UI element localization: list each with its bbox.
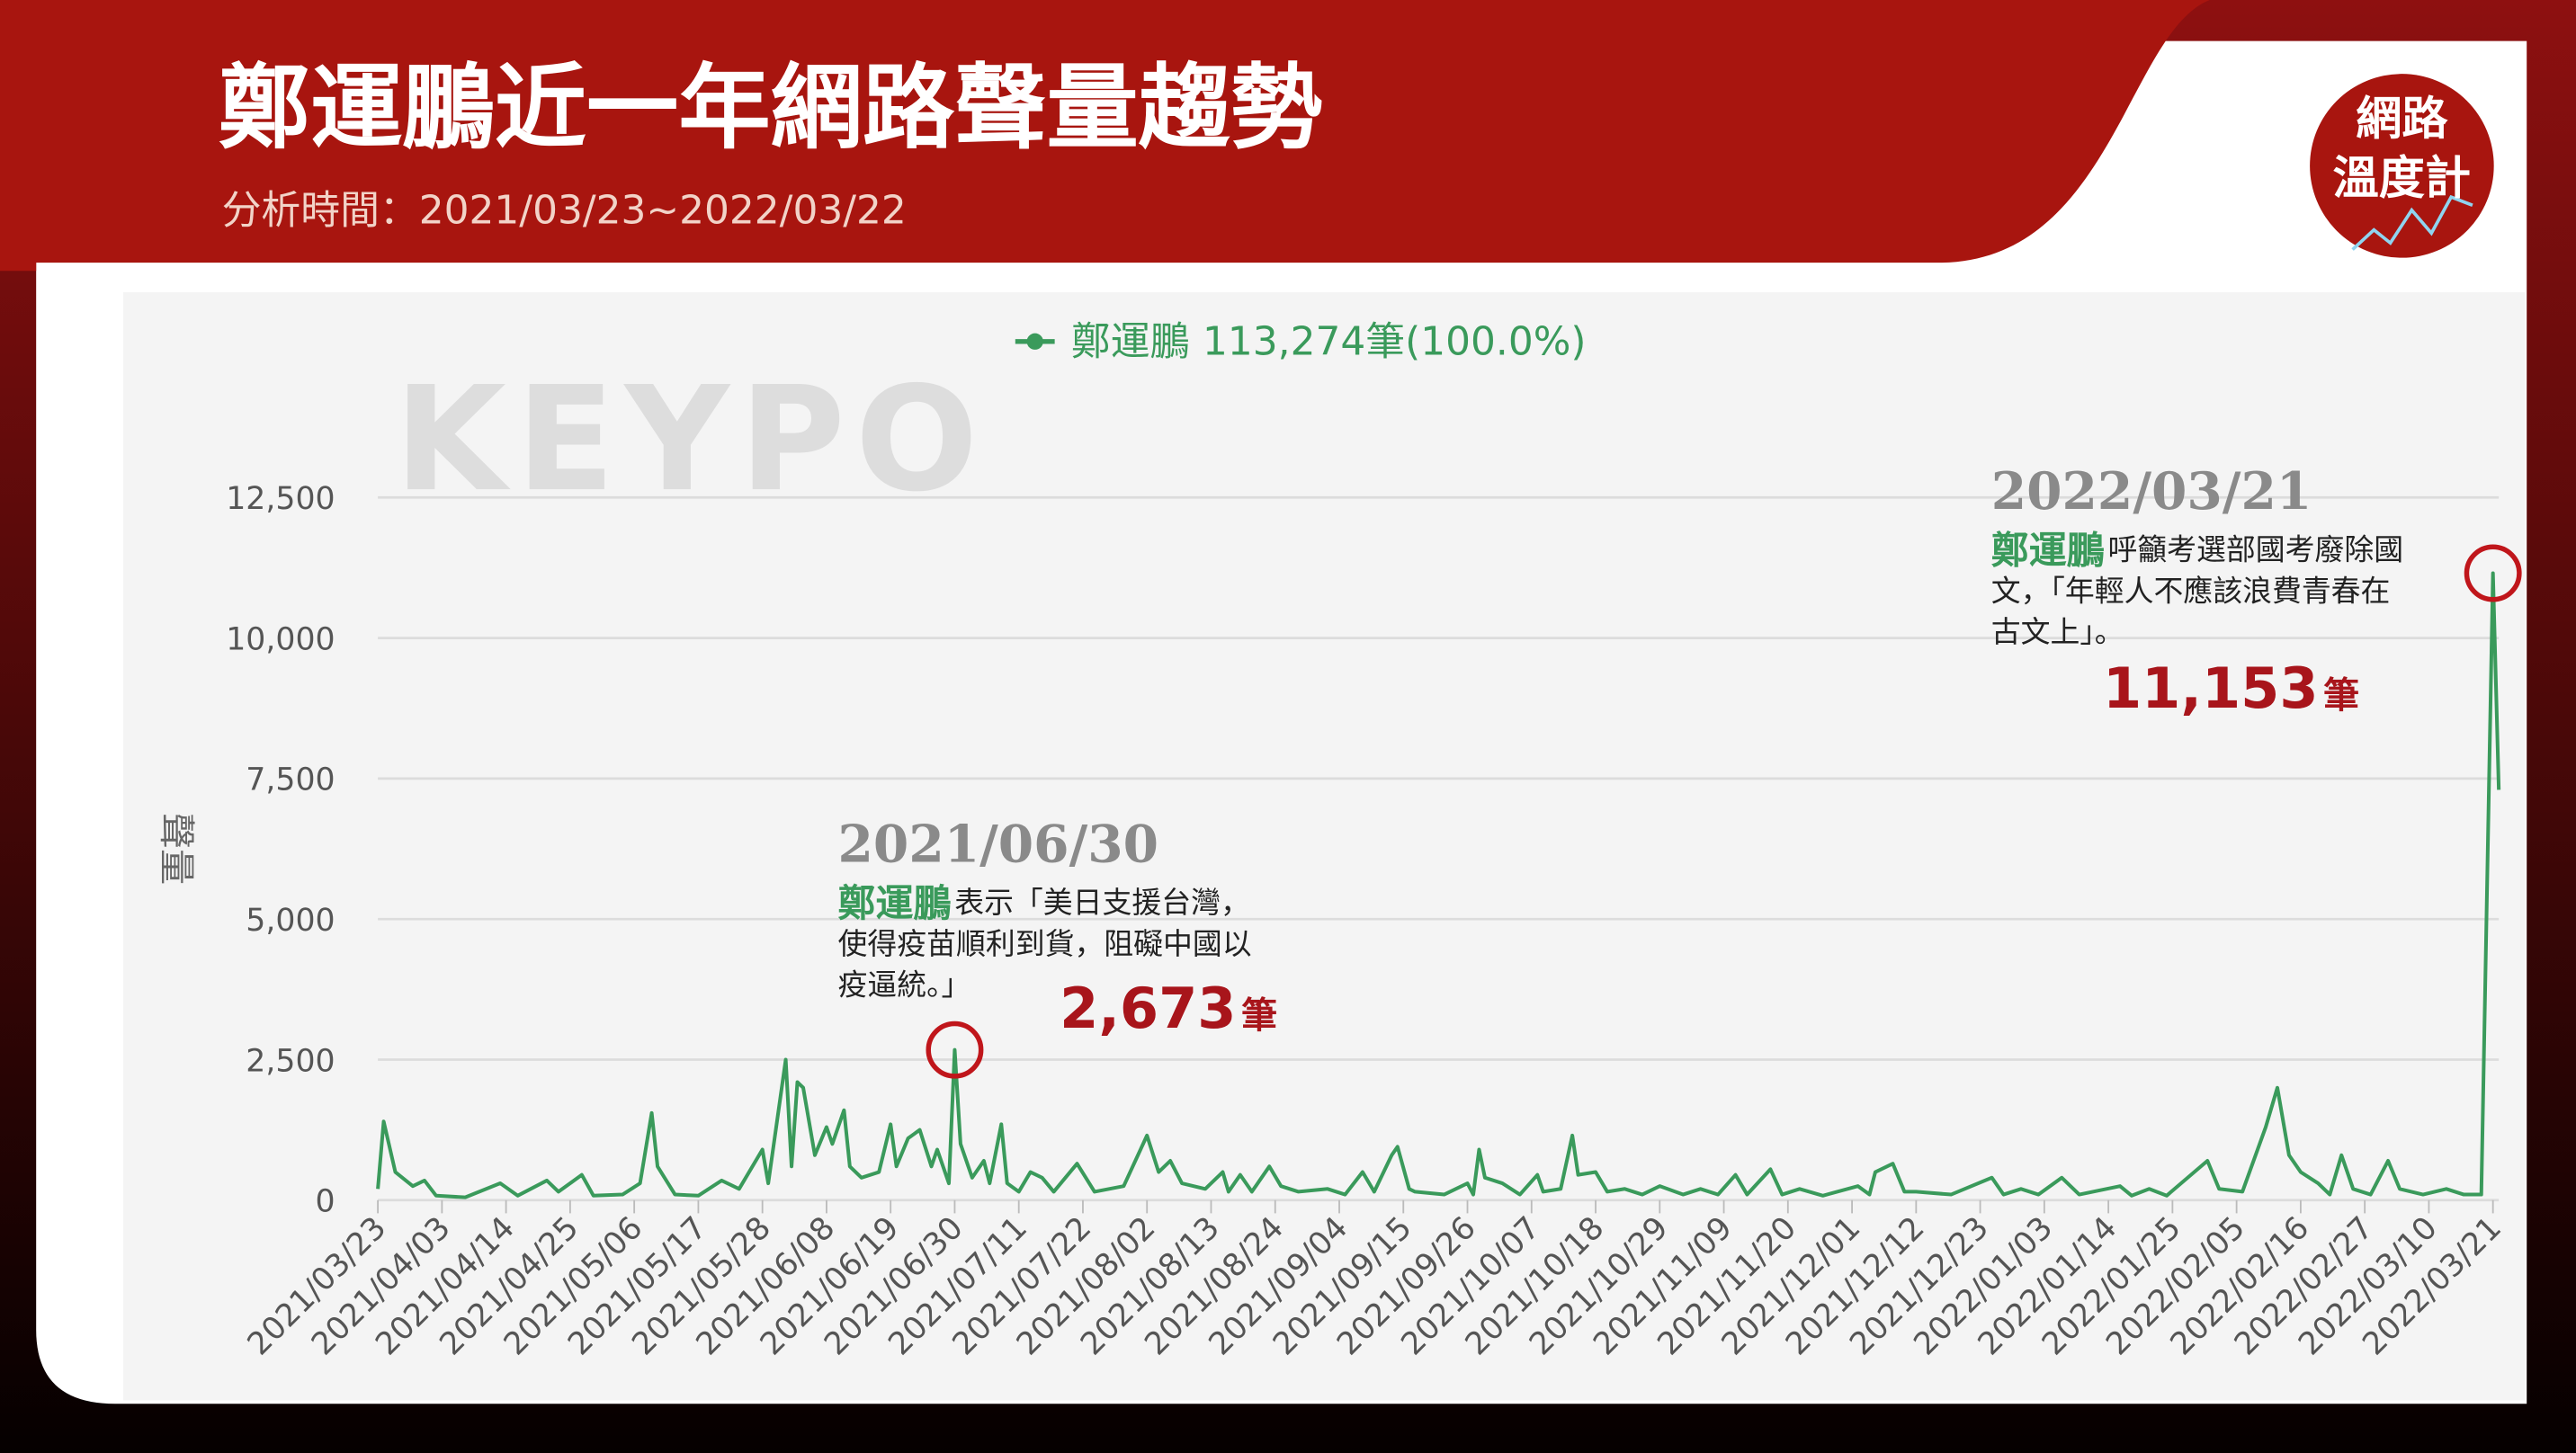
- annotation-value: 11,153: [2103, 655, 2319, 721]
- annotation-name: 鄭運鵬: [838, 881, 952, 925]
- watermark: KEYPO: [394, 355, 988, 523]
- annotation-date: 2021/06/30: [838, 816, 1159, 875]
- y-tick-label: 5,000: [246, 903, 335, 939]
- annotation-unit: 筆: [1241, 995, 1277, 1037]
- y-axis-label: 聲量: [156, 813, 197, 885]
- logo-text: 網路: [2356, 94, 2448, 147]
- y-tick-label: 0: [316, 1184, 335, 1220]
- chart-panel: [122, 292, 2526, 1401]
- annotation-value: 2,673: [1060, 976, 1236, 1041]
- header-band: [0, 0, 2210, 272]
- y-tick-label: 12,500: [226, 481, 335, 517]
- legend-label: 鄭運鵬: [1071, 318, 1190, 364]
- title: 鄭運鵬近一年網路聲量趨勢: [219, 55, 1322, 162]
- legend-stats: 113,274筆(100.0%): [1203, 318, 1586, 364]
- logo: [2310, 74, 2494, 258]
- y-tick-label: 7,500: [246, 762, 335, 798]
- annotation-circle: [2464, 544, 2522, 602]
- series-line: [376, 571, 2501, 1199]
- annotation-text: 使得疫苗順利到貨，阻礙中國以: [838, 926, 1252, 961]
- subtitle: 分析時間：2021/03/23~2022/03/22: [222, 187, 907, 233]
- annotation-text: 文，「年輕人不應該浪費青春在: [1991, 573, 2391, 608]
- annotation-text: 呼籲考選部國考廢除國: [2107, 532, 2403, 567]
- y-tick-label: 10,000: [226, 621, 335, 657]
- logo-text: 溫度計: [2333, 152, 2471, 205]
- annotation-text: 疫逼統。」: [838, 967, 971, 1003]
- annotation-unit: 筆: [2323, 675, 2359, 717]
- annotation-name: 鄭運鵬: [1991, 528, 2105, 572]
- y-tick-label: 2,500: [246, 1043, 335, 1079]
- annotation-date: 2022/03/21: [1991, 462, 2312, 521]
- annotation-text: 古文上」。: [1991, 614, 2124, 649]
- annotation-text: 表示「美日支援台灣，: [954, 885, 1250, 920]
- logo-wave: [2351, 194, 2473, 251]
- annotation-circle: [926, 1021, 984, 1079]
- legend-marker: [1026, 333, 1043, 350]
